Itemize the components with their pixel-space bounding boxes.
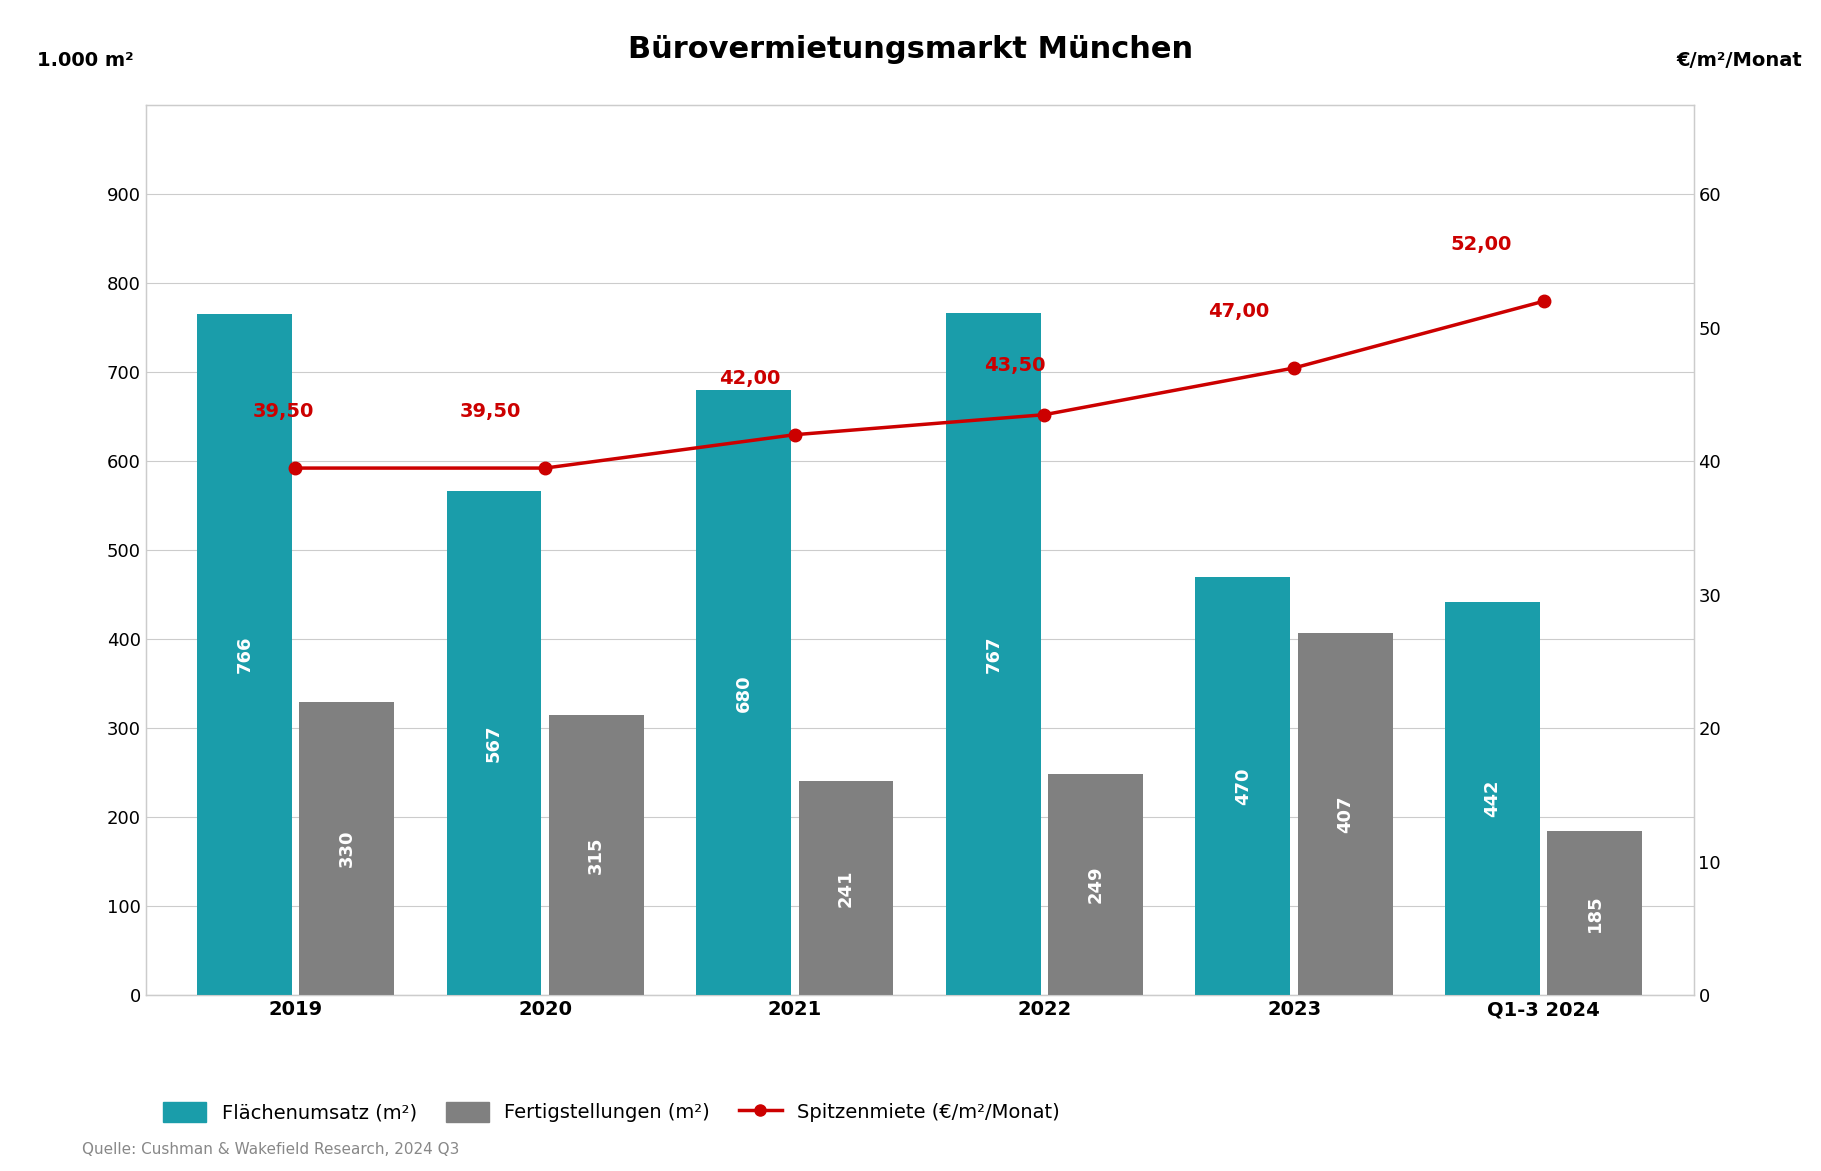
Text: Quelle: Cushman & Wakefield Research, 2024 Q3: Quelle: Cushman & Wakefield Research, 20…	[82, 1142, 459, 1157]
Text: Bürovermietungsmarkt München: Bürovermietungsmarkt München	[628, 35, 1193, 64]
Text: 249: 249	[1087, 865, 1105, 903]
Text: 567: 567	[484, 725, 503, 762]
Text: €/m²/Monat: €/m²/Monat	[1675, 50, 1803, 70]
Text: 680: 680	[734, 674, 752, 712]
Bar	[548, 715, 645, 995]
Text: 241: 241	[838, 869, 854, 906]
Text: 185: 185	[1586, 895, 1604, 932]
Bar	[197, 314, 291, 995]
Bar	[945, 313, 1040, 995]
Bar	[799, 781, 894, 995]
Text: 330: 330	[337, 830, 355, 868]
Text: 1.000 m²: 1.000 m²	[36, 50, 135, 70]
Bar	[1049, 774, 1144, 995]
Bar	[1446, 602, 1541, 995]
Bar	[1195, 577, 1291, 995]
Text: 470: 470	[1235, 767, 1251, 804]
Bar	[299, 701, 393, 995]
Text: 442: 442	[1484, 780, 1502, 817]
Text: 766: 766	[235, 636, 253, 673]
Text: 39,50: 39,50	[459, 403, 521, 422]
Bar	[446, 491, 541, 995]
Text: 47,00: 47,00	[1209, 302, 1269, 321]
Text: 39,50: 39,50	[253, 403, 313, 422]
Text: 42,00: 42,00	[719, 369, 781, 388]
Bar	[696, 390, 790, 995]
Bar	[1298, 634, 1393, 995]
Text: 407: 407	[1337, 795, 1355, 833]
Bar	[1548, 830, 1643, 995]
Legend: Flächenumsatz (m²), Fertigstellungen (m²), Spitzenmiete (€/m²/Monat): Flächenumsatz (m²), Fertigstellungen (m²…	[155, 1094, 1067, 1130]
Text: 315: 315	[588, 836, 605, 874]
Text: 43,50: 43,50	[983, 356, 1045, 375]
Text: 52,00: 52,00	[1451, 235, 1511, 254]
Text: 767: 767	[985, 636, 1002, 673]
